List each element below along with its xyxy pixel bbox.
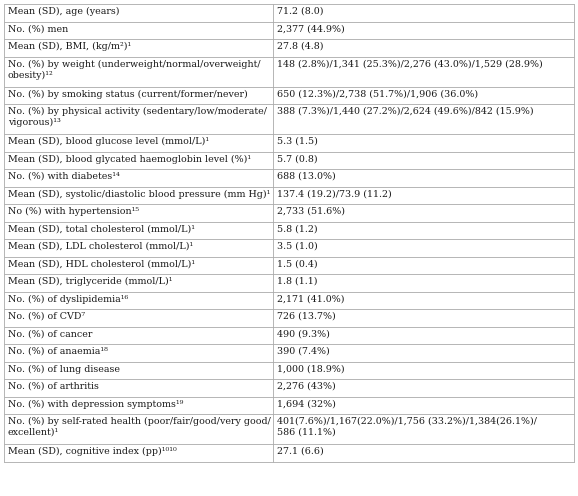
Text: No. (%) with depression symptoms¹⁹: No. (%) with depression symptoms¹⁹ (8, 399, 183, 409)
Text: No (%) with hypertension¹⁵: No (%) with hypertension¹⁵ (8, 207, 139, 216)
Text: Mean (SD), HDL cholesterol (mmol/L)¹: Mean (SD), HDL cholesterol (mmol/L)¹ (8, 259, 195, 268)
Text: 5.7 (0.8): 5.7 (0.8) (277, 154, 318, 164)
Text: Mean (SD), LDL cholesterol (mmol/L)¹: Mean (SD), LDL cholesterol (mmol/L)¹ (8, 242, 193, 251)
Text: 2,733 (51.6%): 2,733 (51.6%) (277, 207, 345, 216)
Text: Mean (SD), age (years): Mean (SD), age (years) (8, 7, 120, 16)
Text: No. (%) by weight (underweight/normal/overweight/
obesity)¹²: No. (%) by weight (underweight/normal/ov… (8, 60, 261, 79)
Text: 1,000 (18.9%): 1,000 (18.9%) (277, 365, 344, 373)
Text: No. (%) by physical activity (sedentary/low/moderate/
vigorous)¹³: No. (%) by physical activity (sedentary/… (8, 107, 267, 127)
Text: No. (%) of dyslipidemia¹⁶: No. (%) of dyslipidemia¹⁶ (8, 295, 128, 304)
Text: No. (%) of CVD⁷: No. (%) of CVD⁷ (8, 312, 85, 321)
Text: 27.1 (6.6): 27.1 (6.6) (277, 447, 324, 456)
Text: No. (%) of cancer: No. (%) of cancer (8, 329, 92, 338)
Text: Mean (SD), blood glucose level (mmol/L)¹: Mean (SD), blood glucose level (mmol/L)¹ (8, 137, 209, 146)
Text: Mean (SD), blood glycated haemoglobin level (%)¹: Mean (SD), blood glycated haemoglobin le… (8, 154, 251, 164)
Text: 388 (7.3%)/1,440 (27.2%)/2,624 (49.6%)/842 (15.9%): 388 (7.3%)/1,440 (27.2%)/2,624 (49.6%)/8… (277, 107, 533, 116)
Text: Mean (SD), total cholesterol (mmol/L)¹: Mean (SD), total cholesterol (mmol/L)¹ (8, 225, 195, 234)
Text: No. (%) by smoking status (current/former/never): No. (%) by smoking status (current/forme… (8, 89, 248, 99)
Text: 1,694 (32%): 1,694 (32%) (277, 399, 336, 409)
Text: 27.8 (4.8): 27.8 (4.8) (277, 42, 324, 51)
Text: 390 (7.4%): 390 (7.4%) (277, 347, 330, 356)
Text: 490 (9.3%): 490 (9.3%) (277, 329, 330, 338)
Text: 1.5 (0.4): 1.5 (0.4) (277, 259, 318, 268)
Text: No. (%) men: No. (%) men (8, 24, 68, 34)
Text: 2,377 (44.9%): 2,377 (44.9%) (277, 24, 345, 34)
Text: 71.2 (8.0): 71.2 (8.0) (277, 7, 324, 16)
Text: No. (%) by self-rated health (poor/fair/good/very good/
excellent)¹: No. (%) by self-rated health (poor/fair/… (8, 417, 271, 437)
Text: Mean (SD), systolic/diastolic blood pressure (mm Hg)¹: Mean (SD), systolic/diastolic blood pres… (8, 189, 271, 198)
Text: 401(7.6%)/1,167(22.0%)/1,756 (33.2%)/1,384(26.1%)/
586 (11.1%): 401(7.6%)/1,167(22.0%)/1,756 (33.2%)/1,3… (277, 417, 537, 437)
Text: 2,171 (41.0%): 2,171 (41.0%) (277, 295, 344, 304)
Text: Mean (SD), cognitive index (pp)¹⁰¹⁰: Mean (SD), cognitive index (pp)¹⁰¹⁰ (8, 447, 177, 456)
Text: 1.8 (1.1): 1.8 (1.1) (277, 277, 317, 286)
Text: No. (%) of arthritis: No. (%) of arthritis (8, 382, 99, 391)
Text: 650 (12.3%)/2,738 (51.7%)/1,906 (36.0%): 650 (12.3%)/2,738 (51.7%)/1,906 (36.0%) (277, 89, 478, 99)
Text: Mean (SD), BMI, (kg/m²)¹: Mean (SD), BMI, (kg/m²)¹ (8, 42, 131, 51)
Text: 137.4 (19.2)/73.9 (11.2): 137.4 (19.2)/73.9 (11.2) (277, 189, 392, 198)
Text: 688 (13.0%): 688 (13.0%) (277, 172, 336, 181)
Text: No. (%) with diabetes¹⁴: No. (%) with diabetes¹⁴ (8, 172, 120, 181)
Text: 2,276 (43%): 2,276 (43%) (277, 382, 336, 391)
Text: 5.8 (1.2): 5.8 (1.2) (277, 225, 318, 234)
Text: 148 (2.8%)/1,341 (25.3%)/2,276 (43.0%)/1,529 (28.9%): 148 (2.8%)/1,341 (25.3%)/2,276 (43.0%)/1… (277, 60, 543, 68)
Text: 3.5 (1.0): 3.5 (1.0) (277, 242, 318, 251)
Text: No. (%) of lung disease: No. (%) of lung disease (8, 365, 120, 373)
Text: 5.3 (1.5): 5.3 (1.5) (277, 137, 318, 146)
Text: Mean (SD), triglyceride (mmol/L)¹: Mean (SD), triglyceride (mmol/L)¹ (8, 277, 172, 286)
Text: 726 (13.7%): 726 (13.7%) (277, 312, 336, 321)
Text: No. (%) of anaemia¹⁸: No. (%) of anaemia¹⁸ (8, 347, 108, 356)
